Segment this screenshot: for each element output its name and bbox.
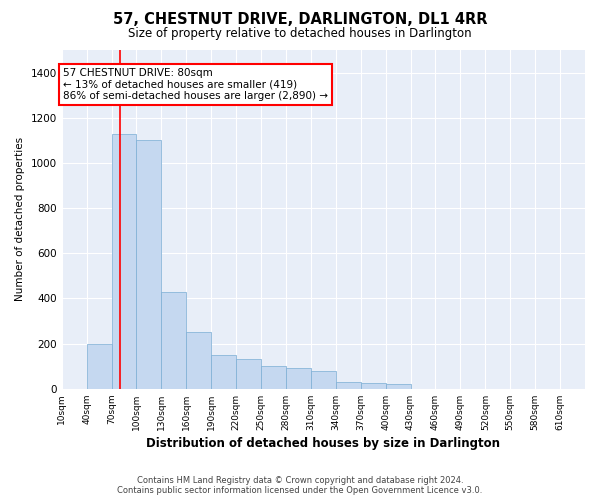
- Text: Size of property relative to detached houses in Darlington: Size of property relative to detached ho…: [128, 28, 472, 40]
- Bar: [211, 355, 236, 389]
- Bar: [361, 383, 386, 389]
- Y-axis label: Number of detached properties: Number of detached properties: [15, 138, 25, 302]
- Bar: [136, 140, 161, 389]
- Bar: [286, 368, 311, 389]
- Text: 57, CHESTNUT DRIVE, DARLINGTON, DL1 4RR: 57, CHESTNUT DRIVE, DARLINGTON, DL1 4RR: [113, 12, 487, 28]
- Bar: [112, 134, 136, 389]
- Text: Contains HM Land Registry data © Crown copyright and database right 2024.
Contai: Contains HM Land Registry data © Crown c…: [118, 476, 482, 495]
- Bar: [336, 382, 361, 389]
- Bar: [386, 384, 410, 389]
- Text: 57 CHESTNUT DRIVE: 80sqm
← 13% of detached houses are smaller (419)
86% of semi-: 57 CHESTNUT DRIVE: 80sqm ← 13% of detach…: [64, 68, 328, 102]
- Bar: [311, 370, 336, 389]
- Bar: [236, 360, 261, 389]
- Bar: [261, 366, 286, 389]
- Bar: [161, 292, 186, 389]
- X-axis label: Distribution of detached houses by size in Darlington: Distribution of detached houses by size …: [146, 437, 500, 450]
- Bar: [86, 344, 112, 389]
- Bar: [186, 332, 211, 389]
